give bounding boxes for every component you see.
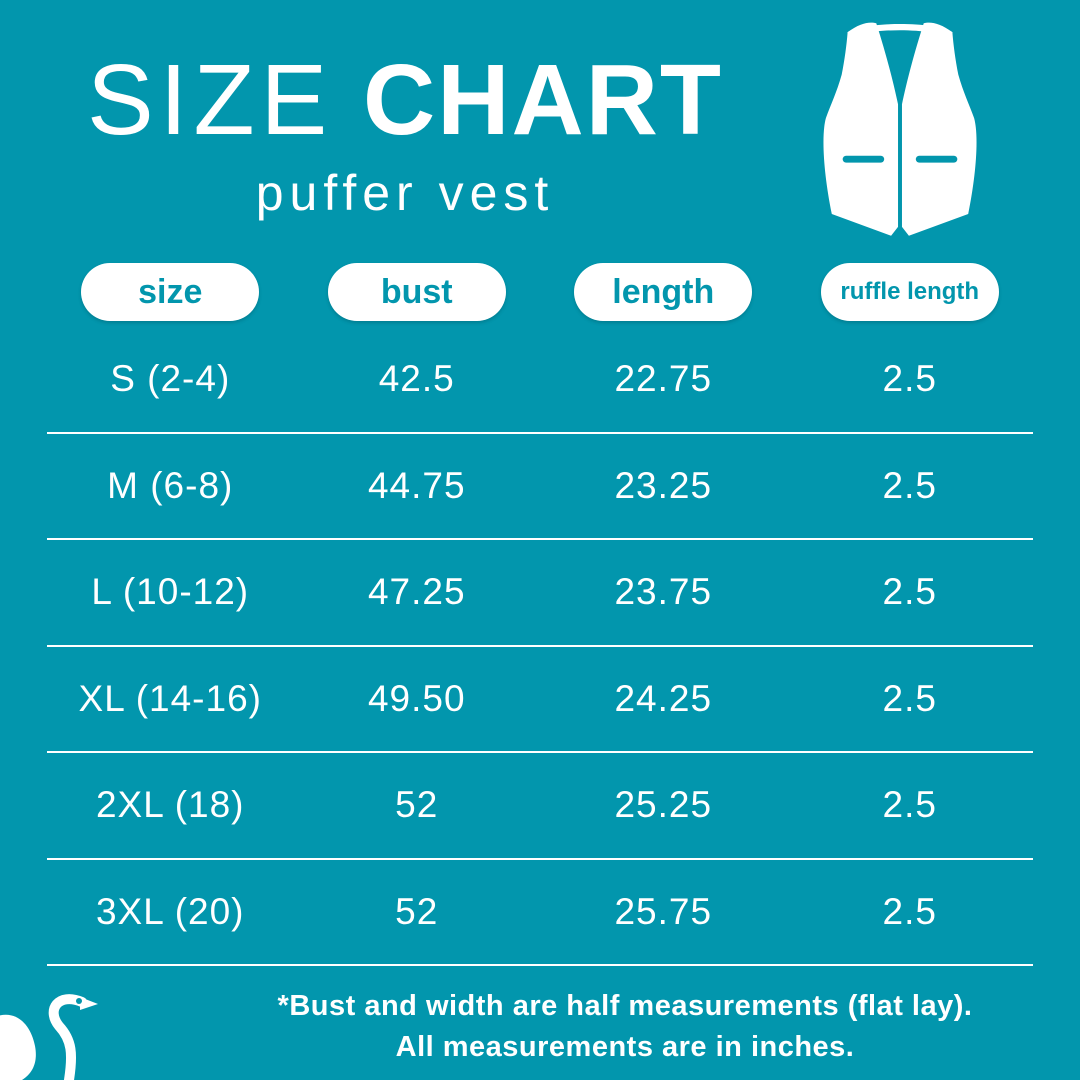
puffer-vest-icon xyxy=(816,14,984,246)
cell-ruffle: 2.5 xyxy=(882,464,937,506)
title-word-chart: CHART xyxy=(363,44,723,156)
table-row-l: L (10-12) 47.25 23.75 2.5 xyxy=(47,540,1033,647)
table-row-xl: XL (14-16) 49.50 24.25 2.5 xyxy=(47,647,1033,753)
cell-bust: 44.75 xyxy=(367,464,466,506)
cell-size: M (6-8) xyxy=(107,464,234,506)
cell-size: 2XL (18) xyxy=(95,784,245,826)
cell-length: 25.75 xyxy=(614,890,713,932)
length-column-pill: length xyxy=(574,263,753,321)
cell-bust: 42.5 xyxy=(378,358,455,400)
cell-length: 25.25 xyxy=(614,784,713,826)
ruffle-length-column-pill: ruffle length xyxy=(820,263,999,321)
size-table: S (2-4) 42.5 22.75 2.5 M (6-8) 44.75 23.… xyxy=(47,327,1033,966)
cell-length: 22.75 xyxy=(614,358,713,400)
note-line-1: *Bust and width are half measurements (f… xyxy=(277,990,973,1022)
table-row-m: M (6-8) 44.75 23.25 2.5 xyxy=(47,434,1033,540)
bust-column-pill: bust xyxy=(327,263,506,321)
size-column-pill: size xyxy=(81,263,260,321)
cell-size: 3XL (20) xyxy=(95,890,245,932)
cell-ruffle: 2.5 xyxy=(882,358,937,400)
header-cell-length: length xyxy=(540,262,787,322)
page-title: SIZE CHART xyxy=(40,50,770,150)
header: SIZE CHART puffer vest xyxy=(40,50,770,222)
measurement-note: *Bust and width are half measurements (f… xyxy=(170,986,1080,1068)
table-header-row: size bust length ruffle length xyxy=(47,262,1033,322)
swan-logo-icon xyxy=(0,988,110,1080)
cell-length: 23.25 xyxy=(614,464,713,506)
table-row-s: S (2-4) 42.5 22.75 2.5 xyxy=(47,327,1033,434)
cell-length: 24.25 xyxy=(614,677,713,719)
cell-bust: 52 xyxy=(395,784,439,826)
cell-ruffle: 2.5 xyxy=(882,890,937,932)
cell-bust: 52 xyxy=(395,890,439,932)
cell-bust: 49.50 xyxy=(367,677,466,719)
cell-size: S (2-4) xyxy=(110,358,231,400)
cell-bust: 47.25 xyxy=(367,571,466,613)
table-row-2xl: 2XL (18) 52 25.25 2.5 xyxy=(47,753,1033,860)
page-subtitle: puffer vest xyxy=(255,165,555,221)
cell-size: XL (14-16) xyxy=(78,677,262,719)
title-word-size: SIZE xyxy=(86,44,334,156)
header-cell-size: size xyxy=(47,262,294,322)
cell-ruffle: 2.5 xyxy=(882,571,937,613)
header-cell-ruffle-length: ruffle length xyxy=(787,262,1034,322)
cell-size: L (10-12) xyxy=(91,571,250,613)
header-cell-bust: bust xyxy=(294,262,541,322)
table-row-3xl: 3XL (20) 52 25.75 2.5 xyxy=(47,860,1033,966)
title-space xyxy=(333,44,363,156)
cell-length: 23.75 xyxy=(614,571,713,613)
note-line-2: All measurements are in inches. xyxy=(395,1031,855,1063)
cell-ruffle: 2.5 xyxy=(882,677,937,719)
cell-ruffle: 2.5 xyxy=(882,784,937,826)
